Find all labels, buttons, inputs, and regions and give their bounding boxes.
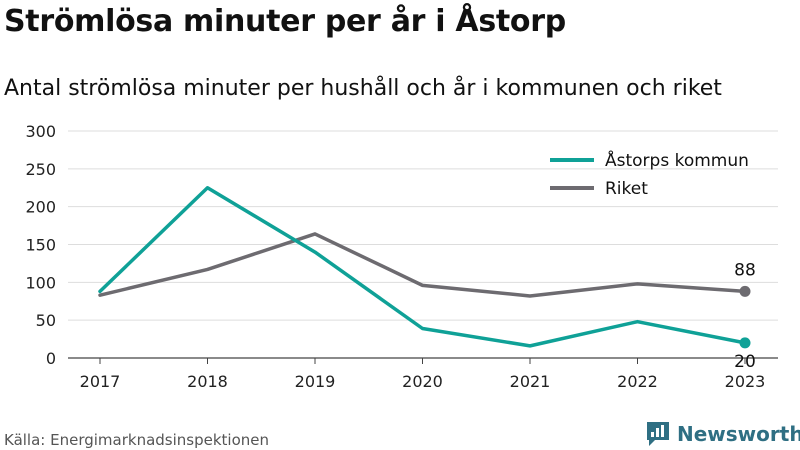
legend-label: Riket — [605, 179, 648, 199]
y-tick-label: 0 — [46, 349, 56, 368]
y-tick-label: 250 — [25, 160, 56, 179]
x-tick-label: 2021 — [510, 372, 551, 391]
chart-title: Strömlösa minuter per år i Åstorp — [4, 4, 566, 39]
y-tick-label: 150 — [25, 236, 56, 255]
y-tick-label: 300 — [25, 122, 56, 141]
x-tick-label: 2019 — [295, 372, 336, 391]
brand-logo[interactable]: Newsworthy — [645, 420, 800, 448]
end-point — [739, 285, 751, 297]
newsworthy-logo-icon — [647, 422, 669, 446]
brand-name: Newsworthy — [677, 422, 800, 446]
y-tick-label: 100 — [25, 273, 56, 292]
x-tick-label: 2018 — [187, 372, 228, 391]
data-label: 20 — [734, 352, 756, 372]
source-text: Källa: Energimarknadsinspektionen — [4, 431, 270, 449]
legend-label: Åstorps kommun — [605, 149, 749, 171]
series-line — [98, 186, 747, 348]
y-tick-label: 200 — [25, 198, 56, 217]
end-point — [739, 337, 751, 349]
x-tick-label: 2023 — [725, 372, 766, 391]
series-line — [98, 232, 747, 298]
x-tick-label: 2017 — [80, 372, 121, 391]
chart-subtitle: Antal strömlösa minuter per hushåll och … — [4, 76, 722, 101]
x-tick-label: 2022 — [617, 372, 658, 391]
x-tick-label: 2020 — [402, 372, 443, 391]
y-tick-label: 50 — [36, 311, 56, 330]
data-label: 88 — [734, 260, 756, 280]
